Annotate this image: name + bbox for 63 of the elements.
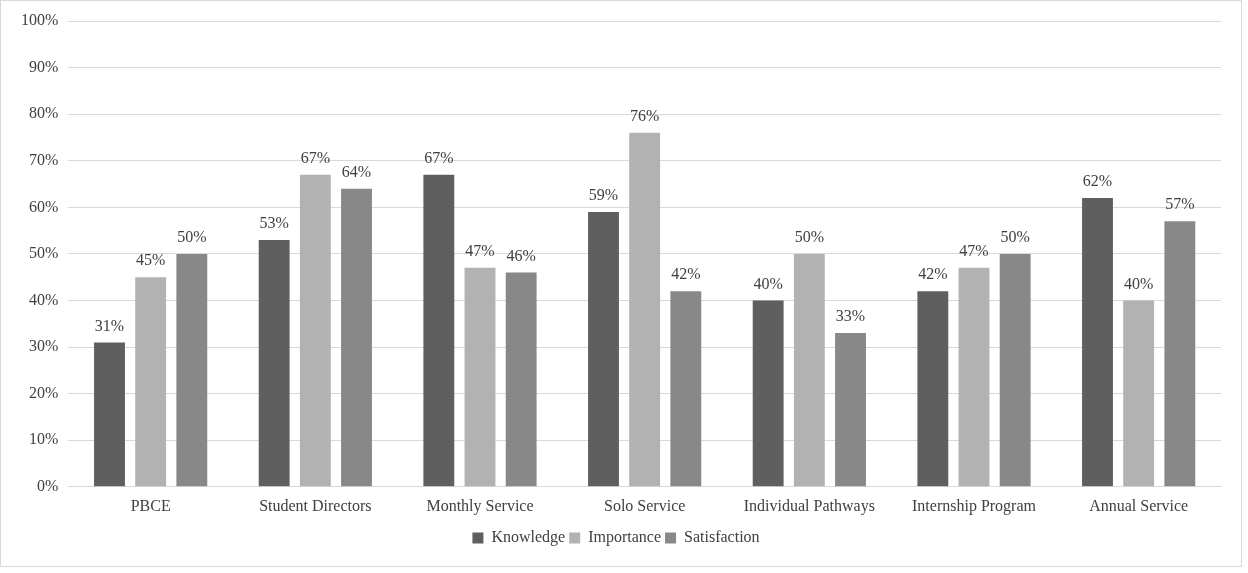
data-label: 45% <box>136 251 166 269</box>
data-label: 53% <box>259 214 289 232</box>
bar <box>1123 300 1155 487</box>
x-tick-label: Solo Service <box>604 496 686 514</box>
bar <box>999 253 1031 487</box>
bar <box>135 277 167 487</box>
bar <box>588 211 619 487</box>
legend-label: Importance <box>588 528 662 547</box>
bar <box>629 132 661 487</box>
y-tick-label: 0% <box>37 477 59 494</box>
bar <box>94 342 125 487</box>
bar <box>464 267 496 487</box>
x-tick-label: PBCE <box>130 496 171 514</box>
data-label: 46% <box>506 246 536 264</box>
bar <box>341 188 372 487</box>
bar <box>258 239 290 487</box>
bar <box>176 253 208 487</box>
data-label: 47% <box>465 242 495 260</box>
data-label: 67% <box>300 148 330 166</box>
bar <box>835 333 866 487</box>
y-tick-label: 10% <box>29 430 59 448</box>
y-tick-label: 50% <box>29 244 59 262</box>
data-label: 42% <box>671 265 701 283</box>
y-tick-label: 100% <box>21 11 59 29</box>
data-label: 31% <box>94 316 125 334</box>
data-label: 50% <box>1000 228 1030 246</box>
y-tick-label: 80% <box>29 104 59 122</box>
y-tick-label: 90% <box>29 57 59 75</box>
data-label: 33% <box>835 307 866 325</box>
bar <box>299 174 331 487</box>
bar <box>917 291 949 487</box>
data-label: 40% <box>753 274 783 292</box>
data-label: 64% <box>341 162 372 180</box>
data-label: 67% <box>424 148 454 166</box>
x-tick-label: Annual Service <box>1089 496 1189 514</box>
data-label: 62% <box>1082 172 1113 190</box>
data-label: 40% <box>1124 274 1154 292</box>
bar <box>958 267 990 487</box>
legend-label: Satisfaction <box>684 528 760 546</box>
data-label: 59% <box>588 186 619 204</box>
bar <box>793 253 825 487</box>
y-tick-label: 60% <box>29 197 59 215</box>
bar <box>423 174 455 487</box>
y-tick-label: 30% <box>29 337 59 355</box>
y-tick-label: 70% <box>29 150 59 168</box>
bar <box>505 272 537 487</box>
data-label: 50% <box>794 228 824 246</box>
data-label: 42% <box>918 265 948 283</box>
bar <box>1164 221 1196 487</box>
data-label: 47% <box>959 242 989 260</box>
legend-label: Knowledge <box>491 528 566 547</box>
x-tick-label: Monthly Service <box>426 496 534 515</box>
x-tick-label: Individual Pathways <box>743 496 875 515</box>
y-tick-label: 40% <box>29 290 59 308</box>
data-label: 76% <box>630 107 660 124</box>
bar <box>752 300 784 487</box>
x-tick-label: Student Directors <box>259 496 372 514</box>
bar <box>670 291 702 487</box>
x-tick-label: Internship Program <box>912 496 1037 515</box>
bar <box>1082 198 1113 487</box>
data-label: 50% <box>177 228 207 246</box>
data-label: 57% <box>1165 195 1195 213</box>
y-tick-label: 20% <box>29 383 59 401</box>
